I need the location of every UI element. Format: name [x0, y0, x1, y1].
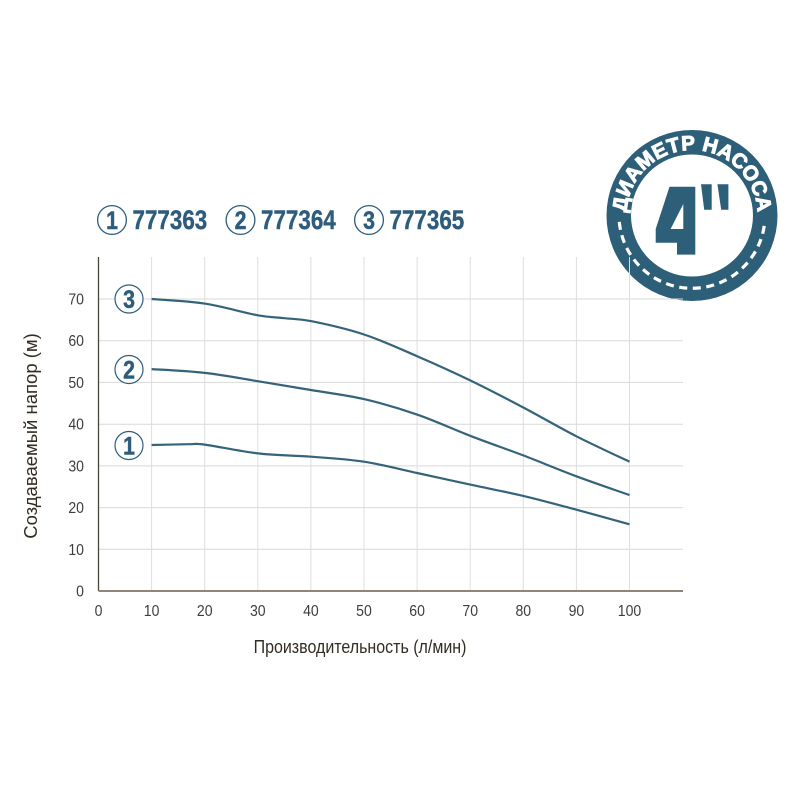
- svg-text:1: 1: [106, 206, 118, 234]
- svg-text:20: 20: [68, 499, 84, 517]
- svg-text:3: 3: [123, 285, 135, 313]
- svg-text:777364: 777364: [261, 206, 336, 235]
- svg-text:30: 30: [250, 602, 266, 620]
- svg-text:Создаваемый напор (м): Создаваемый напор (м): [20, 333, 41, 539]
- svg-text:777365: 777365: [390, 206, 465, 235]
- svg-text:0: 0: [76, 583, 84, 601]
- svg-text:90: 90: [569, 602, 585, 620]
- svg-text:777363: 777363: [133, 206, 208, 235]
- svg-text:50: 50: [68, 374, 84, 392]
- svg-text:70: 70: [462, 602, 478, 620]
- svg-text:60: 60: [68, 332, 84, 350]
- svg-text:50: 50: [356, 602, 372, 620]
- svg-text:20: 20: [197, 602, 213, 620]
- svg-text:70: 70: [68, 291, 84, 309]
- svg-text:3: 3: [363, 206, 375, 234]
- svg-text:Производительность (л/мин): Производительность (л/мин): [254, 636, 467, 657]
- svg-text:10: 10: [144, 602, 160, 620]
- svg-text:40: 40: [68, 416, 84, 434]
- svg-text:2: 2: [123, 356, 135, 384]
- svg-text:60: 60: [409, 602, 425, 620]
- svg-text:1: 1: [123, 432, 135, 460]
- svg-text:100: 100: [618, 602, 641, 620]
- svg-text:10: 10: [68, 541, 84, 559]
- svg-text:80: 80: [515, 602, 531, 620]
- svg-text:0: 0: [95, 602, 103, 620]
- svg-text:40: 40: [303, 602, 319, 620]
- svg-text:2: 2: [235, 206, 247, 234]
- svg-text:30: 30: [68, 458, 84, 476]
